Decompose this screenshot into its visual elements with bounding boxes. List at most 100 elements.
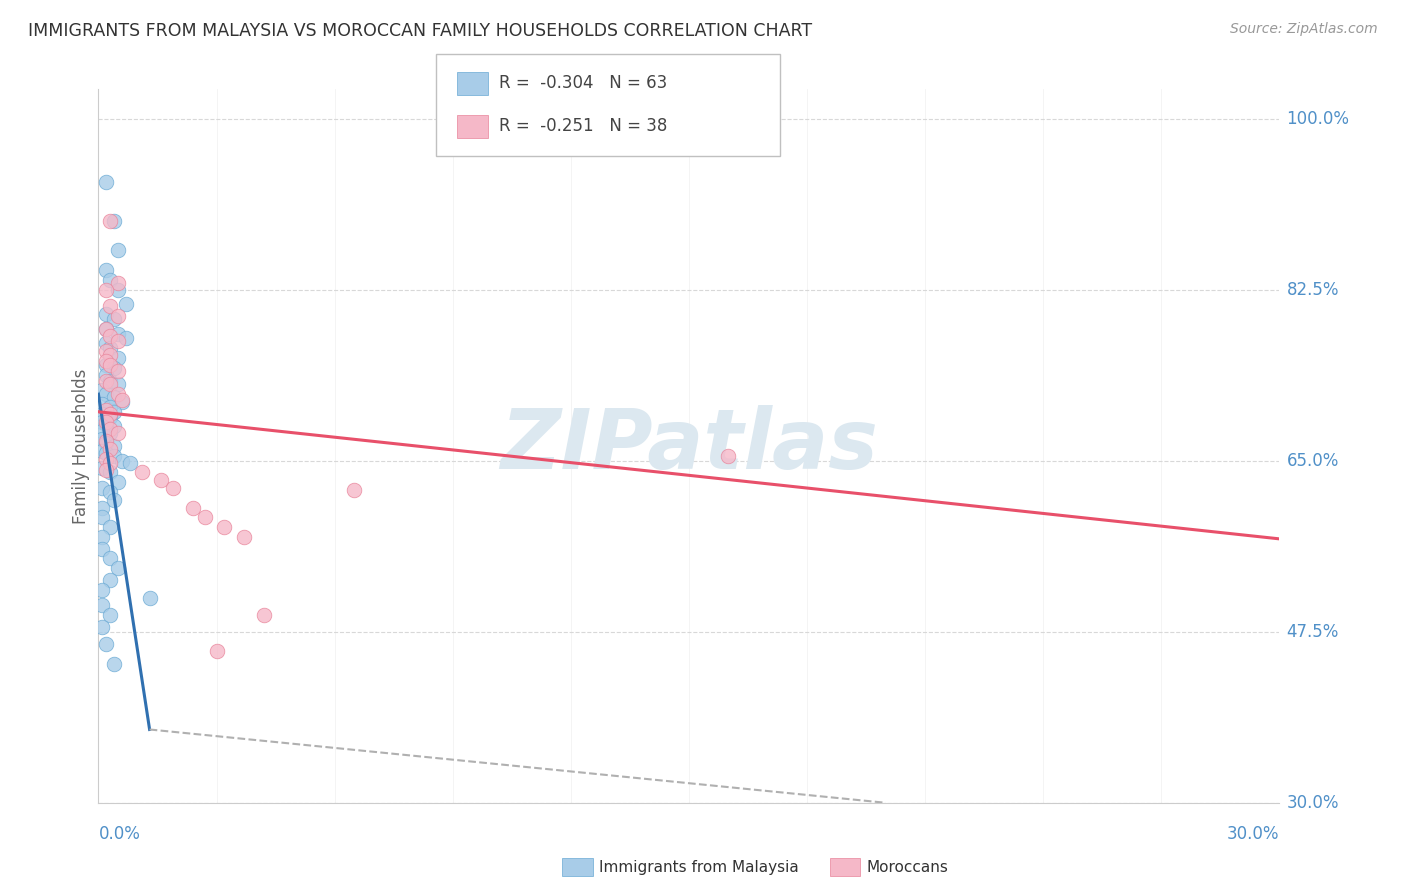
Text: IMMIGRANTS FROM MALAYSIA VS MOROCCAN FAMILY HOUSEHOLDS CORRELATION CHART: IMMIGRANTS FROM MALAYSIA VS MOROCCAN FAM…	[28, 22, 813, 40]
Point	[91, 461, 114, 475]
Text: 65.0%: 65.0%	[1286, 451, 1339, 470]
Point	[96, 354, 118, 368]
Text: 82.5%: 82.5%	[1286, 281, 1339, 299]
Point	[91, 599, 114, 613]
Point	[98, 466, 121, 480]
Point	[96, 358, 118, 372]
Point	[233, 530, 256, 544]
Text: Immigrants from Malaysia: Immigrants from Malaysia	[599, 860, 799, 874]
Point	[96, 446, 118, 460]
Point	[98, 358, 121, 372]
Point	[91, 407, 114, 421]
Point	[91, 481, 114, 495]
Point	[103, 312, 125, 326]
Point	[98, 328, 121, 343]
Point	[96, 336, 118, 351]
Point	[98, 456, 121, 470]
Point	[103, 214, 125, 228]
Point	[91, 510, 114, 524]
Point	[98, 409, 121, 424]
Point	[205, 644, 228, 658]
Point	[98, 485, 121, 500]
Text: 100.0%: 100.0%	[1286, 110, 1350, 128]
Point	[150, 473, 173, 487]
Point	[115, 297, 138, 311]
Point	[96, 321, 118, 335]
Point	[98, 608, 121, 623]
Point	[91, 443, 114, 458]
Point	[96, 374, 118, 388]
Point	[107, 276, 129, 290]
Point	[107, 351, 129, 365]
Point	[98, 348, 121, 362]
Point	[98, 341, 121, 355]
Point	[96, 434, 118, 449]
Point	[111, 392, 134, 407]
Point	[343, 483, 366, 497]
Point	[107, 475, 129, 490]
Point	[96, 637, 118, 651]
Point	[111, 453, 134, 467]
Point	[214, 520, 236, 534]
Point	[96, 402, 118, 417]
Point	[96, 387, 118, 401]
Point	[98, 573, 121, 587]
Point	[96, 175, 118, 189]
Point	[103, 419, 125, 434]
Point	[96, 417, 118, 431]
Text: Source: ZipAtlas.com: Source: ZipAtlas.com	[1230, 22, 1378, 37]
Point	[91, 384, 114, 398]
Point	[98, 407, 121, 421]
Point	[103, 390, 125, 404]
Point	[96, 463, 118, 477]
Point	[107, 364, 129, 378]
Point	[717, 449, 740, 463]
Point	[91, 425, 114, 439]
Point	[107, 377, 129, 392]
Text: ZIPatlas: ZIPatlas	[501, 406, 877, 486]
Point	[98, 426, 121, 441]
Point	[98, 442, 121, 456]
Point	[138, 591, 160, 605]
Point	[131, 466, 153, 480]
Point	[96, 283, 118, 297]
Point	[91, 620, 114, 634]
Point	[118, 456, 141, 470]
Point	[98, 422, 121, 436]
Point	[107, 426, 129, 441]
Point	[96, 344, 118, 359]
Text: 47.5%: 47.5%	[1286, 623, 1339, 640]
Point	[103, 657, 125, 671]
Point	[103, 360, 125, 375]
Point	[103, 405, 125, 419]
Point	[181, 500, 204, 515]
Point	[98, 214, 121, 228]
Text: Moroccans: Moroccans	[866, 860, 948, 874]
Text: R =  -0.251   N = 38: R = -0.251 N = 38	[499, 118, 668, 136]
Text: 30.0%: 30.0%	[1286, 794, 1339, 812]
Point	[91, 541, 114, 556]
Point	[107, 283, 129, 297]
Point	[96, 368, 118, 382]
Point	[162, 481, 184, 495]
Point	[91, 397, 114, 411]
Point	[98, 520, 121, 534]
Y-axis label: Family Households: Family Households	[72, 368, 90, 524]
Text: 0.0%: 0.0%	[98, 825, 141, 843]
Point	[107, 561, 129, 575]
Point	[115, 331, 138, 345]
Point	[96, 415, 118, 429]
Point	[91, 582, 114, 597]
Point	[98, 377, 121, 392]
Point	[98, 374, 121, 388]
Point	[103, 449, 125, 463]
Point	[103, 439, 125, 453]
Point	[194, 510, 217, 524]
Point	[91, 530, 114, 544]
Point	[103, 492, 125, 507]
Text: 30.0%: 30.0%	[1227, 825, 1279, 843]
Point	[98, 273, 121, 287]
Text: R =  -0.304   N = 63: R = -0.304 N = 63	[499, 74, 668, 92]
Point	[96, 451, 118, 466]
Point	[96, 321, 118, 335]
